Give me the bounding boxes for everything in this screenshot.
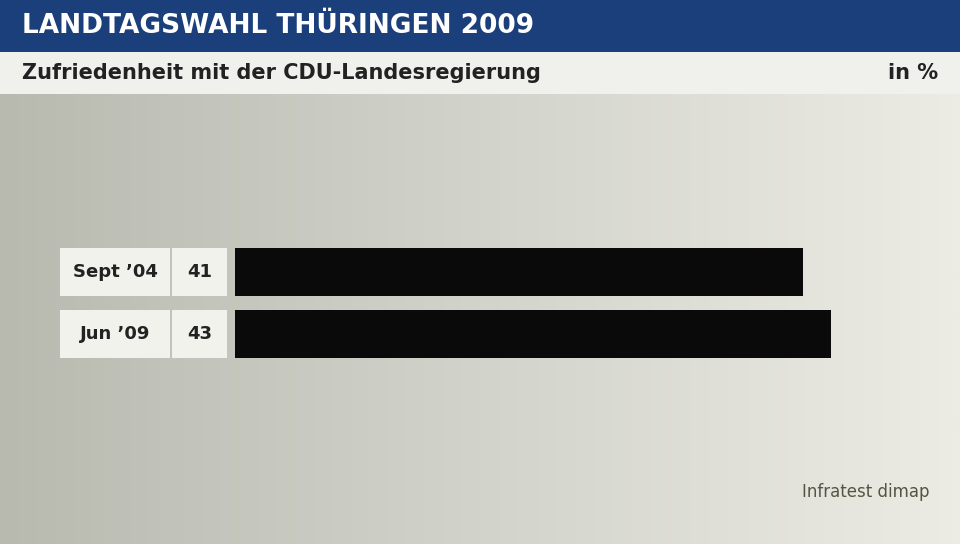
- Text: 41: 41: [187, 263, 212, 281]
- Bar: [0, 0, 960, 52]
- Text: Sept ’04: Sept ’04: [73, 263, 157, 281]
- Bar: [172, 248, 227, 296]
- Bar: [0, 52, 960, 94]
- Text: in %: in %: [888, 63, 938, 83]
- Text: Jun ’09: Jun ’09: [80, 325, 150, 343]
- Bar: [60, 248, 170, 296]
- Text: Zufriedenheit mit der CDU-Landesregierung: Zufriedenheit mit der CDU-Landesregierun…: [22, 63, 540, 83]
- Bar: [172, 310, 227, 358]
- Text: LANDTAGSWAHL THÜRINGEN 2009: LANDTAGSWAHL THÜRINGEN 2009: [22, 13, 534, 39]
- Text: Infratest dimap: Infratest dimap: [803, 483, 930, 501]
- Bar: [60, 310, 170, 358]
- Text: 43: 43: [187, 325, 212, 343]
- Bar: [235, 248, 803, 296]
- Bar: [235, 310, 830, 358]
